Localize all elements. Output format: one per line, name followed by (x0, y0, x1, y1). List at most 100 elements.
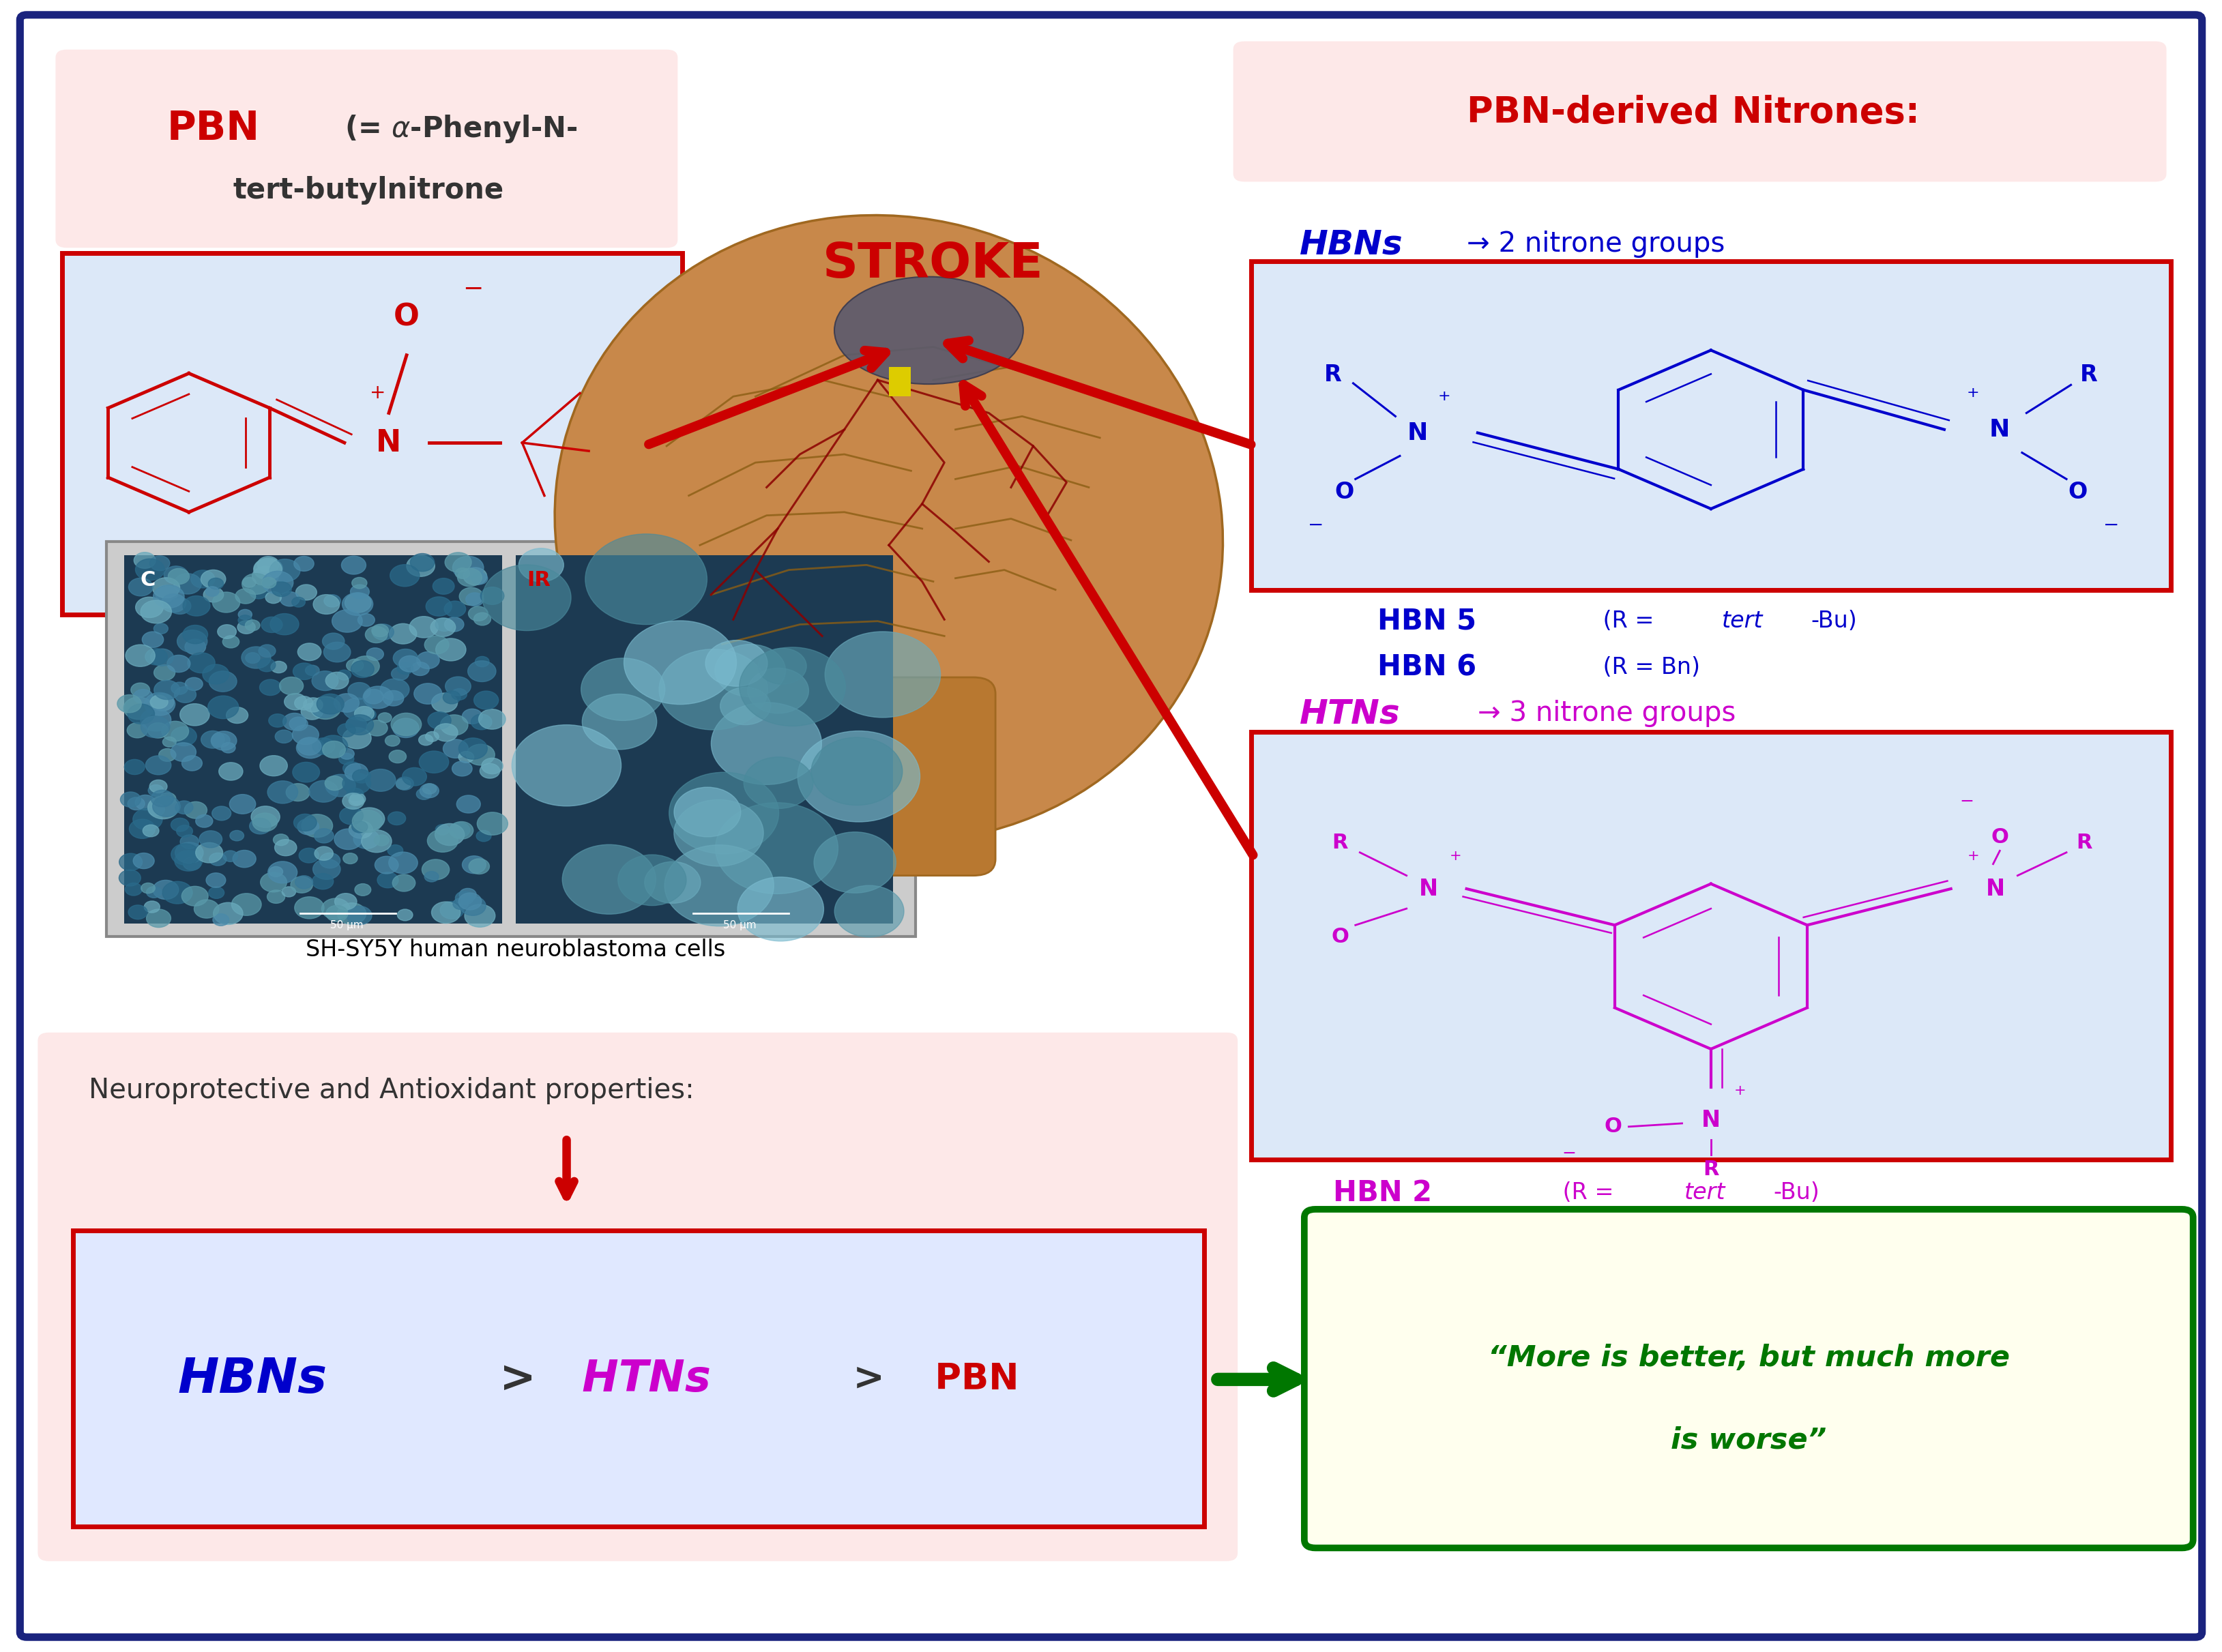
Circle shape (409, 616, 438, 638)
Circle shape (669, 771, 778, 854)
Circle shape (351, 821, 367, 833)
Circle shape (162, 882, 193, 904)
Circle shape (184, 677, 202, 691)
Circle shape (147, 755, 171, 775)
Circle shape (147, 909, 171, 927)
Circle shape (413, 684, 442, 704)
Text: N: N (376, 428, 402, 458)
Circle shape (211, 733, 229, 747)
Circle shape (173, 573, 202, 595)
Circle shape (176, 801, 193, 814)
Circle shape (287, 783, 309, 801)
Circle shape (242, 646, 271, 669)
Circle shape (673, 800, 764, 866)
Text: Neuroprotective and Antioxidant properties:: Neuroprotective and Antioxidant properti… (89, 1077, 695, 1104)
Circle shape (478, 813, 509, 834)
Circle shape (618, 854, 687, 905)
Circle shape (133, 552, 156, 568)
Circle shape (364, 626, 387, 643)
Text: N: N (1989, 418, 2011, 441)
Circle shape (393, 719, 420, 738)
Circle shape (469, 859, 489, 874)
Circle shape (418, 735, 433, 745)
Circle shape (140, 709, 171, 732)
Circle shape (120, 871, 140, 885)
Circle shape (313, 859, 340, 879)
Circle shape (444, 552, 471, 572)
Text: PBN: PBN (922, 1361, 1018, 1398)
Circle shape (171, 727, 198, 745)
Text: HBN 6: HBN 6 (1378, 653, 1478, 682)
Circle shape (460, 588, 482, 605)
Circle shape (182, 857, 200, 871)
Circle shape (393, 649, 418, 667)
Circle shape (433, 578, 453, 595)
Ellipse shape (556, 215, 1222, 843)
Circle shape (518, 548, 564, 582)
Circle shape (271, 582, 291, 596)
Circle shape (353, 808, 384, 831)
Text: O: O (1991, 828, 2009, 847)
Text: +: + (1438, 390, 1451, 403)
Circle shape (371, 624, 389, 636)
Ellipse shape (738, 691, 993, 862)
Circle shape (349, 682, 371, 699)
Circle shape (171, 682, 187, 694)
Circle shape (711, 702, 822, 785)
Circle shape (373, 624, 393, 639)
Circle shape (269, 861, 298, 884)
Circle shape (296, 876, 313, 889)
Circle shape (129, 905, 147, 919)
Circle shape (338, 904, 367, 925)
Circle shape (124, 644, 156, 666)
Circle shape (269, 558, 300, 582)
Circle shape (322, 899, 349, 920)
Circle shape (262, 577, 276, 588)
Circle shape (347, 715, 373, 735)
Circle shape (296, 897, 324, 919)
Circle shape (153, 623, 169, 634)
Circle shape (338, 724, 356, 737)
Circle shape (362, 829, 391, 852)
Circle shape (453, 899, 469, 910)
Circle shape (422, 783, 436, 795)
Circle shape (144, 649, 167, 666)
Circle shape (182, 596, 211, 616)
Circle shape (420, 783, 440, 798)
Circle shape (280, 591, 300, 606)
Text: −: − (2102, 515, 2120, 535)
Circle shape (351, 661, 373, 677)
Circle shape (467, 743, 496, 765)
Circle shape (313, 738, 336, 755)
Circle shape (276, 730, 293, 743)
Circle shape (151, 649, 173, 666)
Text: O: O (393, 302, 420, 332)
Circle shape (282, 714, 307, 730)
Circle shape (480, 586, 504, 605)
Circle shape (482, 565, 571, 631)
Circle shape (420, 752, 449, 773)
Circle shape (460, 889, 476, 900)
Circle shape (356, 884, 371, 895)
Circle shape (136, 795, 156, 809)
Circle shape (324, 595, 340, 606)
Circle shape (442, 691, 460, 704)
Text: (R =: (R = (178, 628, 247, 654)
FancyBboxPatch shape (107, 542, 915, 937)
Circle shape (156, 585, 178, 601)
Circle shape (464, 568, 487, 585)
Circle shape (136, 558, 164, 580)
Circle shape (311, 697, 340, 719)
Circle shape (467, 593, 484, 606)
Text: R: R (1324, 363, 1342, 387)
Circle shape (324, 643, 351, 662)
Circle shape (424, 636, 449, 654)
Circle shape (182, 624, 209, 644)
Text: “More is better, but much more: “More is better, but much more (1489, 1343, 2009, 1373)
Circle shape (244, 653, 260, 664)
Circle shape (431, 902, 460, 923)
Circle shape (436, 618, 453, 631)
Circle shape (562, 844, 655, 914)
Circle shape (449, 821, 473, 839)
Circle shape (129, 578, 153, 596)
